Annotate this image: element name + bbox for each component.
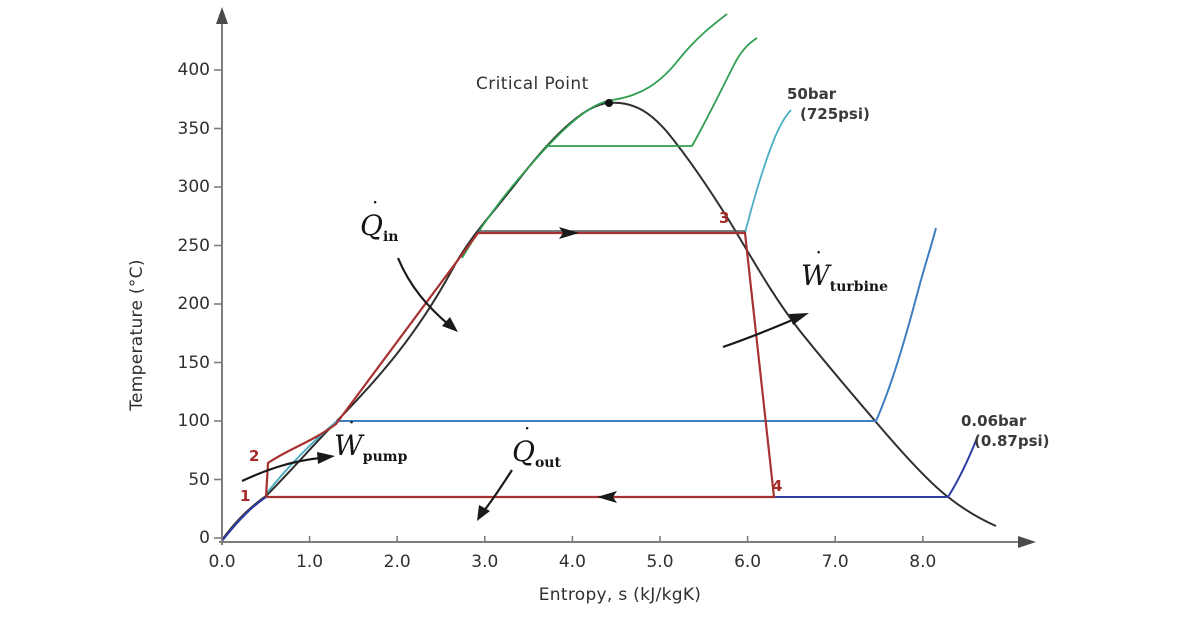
x-tick-label: 7.0 bbox=[821, 552, 849, 572]
y-tick-label: 100 bbox=[177, 411, 210, 431]
qout-arrowhead bbox=[477, 505, 490, 521]
green-isobar-b bbox=[545, 37, 758, 147]
wpump-arrowhead bbox=[317, 452, 335, 464]
boiler-flow-arrowhead bbox=[559, 227, 579, 239]
overdot: ˙ bbox=[521, 425, 533, 450]
y-tick-label: 200 bbox=[177, 294, 210, 314]
state-point-4: 4 bbox=[772, 477, 783, 495]
wturbine-arrowhead bbox=[789, 313, 809, 325]
critical-point-label: Critical Point bbox=[476, 74, 589, 94]
y-tick-label: 250 bbox=[177, 235, 210, 256]
w-turbine-label: ˙ Wturbine bbox=[801, 249, 888, 296]
isobar-label-006bar-line1: 0.06bar bbox=[961, 412, 1027, 430]
y-tick-label: 350 bbox=[177, 118, 210, 139]
y-axis-title: Temperature (°C) bbox=[127, 259, 147, 411]
x-axis-arrowhead bbox=[1018, 536, 1036, 548]
isobar-label-50bar-line1: 50bar bbox=[787, 85, 837, 103]
isobar-label-50bar-line2: (725psi) bbox=[800, 105, 870, 123]
qin-arrow bbox=[396, 257, 450, 326]
state-point-1: 1 bbox=[240, 487, 251, 505]
q-out-label: ˙ Qout bbox=[512, 425, 561, 472]
x-tick-label: 4.0 bbox=[558, 552, 586, 572]
x-tick-label: 6.0 bbox=[734, 552, 762, 572]
saturation-dome-curve bbox=[221, 101, 997, 541]
wturbine-arrow bbox=[722, 316, 798, 349]
wpump-arrow bbox=[241, 456, 321, 482]
condenser-flow-arrowhead bbox=[597, 491, 617, 503]
y-tick-label: 50 bbox=[188, 469, 210, 490]
w-pump-label: ˙ Wpump bbox=[334, 419, 408, 466]
isobar-label-006bar: 0.06bar (0.87psi) bbox=[961, 411, 1050, 451]
y-axis-arrowhead bbox=[216, 7, 228, 24]
overdot: ˙ bbox=[346, 419, 358, 444]
isobar-label-006bar-line2: (0.87psi) bbox=[974, 432, 1050, 450]
y-tick-label: 400 bbox=[177, 60, 210, 80]
x-tick-label: 2.0 bbox=[383, 552, 411, 572]
isobar-label-50bar: 50bar (725psi) bbox=[787, 84, 870, 124]
state-point-2: 2 bbox=[249, 447, 260, 465]
x-tick-label: 3.0 bbox=[471, 552, 499, 572]
overdot: ˙ bbox=[369, 199, 381, 224]
navy-006bar-isobar bbox=[221, 437, 978, 542]
qin-arrowhead bbox=[442, 317, 458, 332]
y-tick-label: 300 bbox=[177, 177, 210, 197]
y-tick-label: 150 bbox=[177, 352, 210, 373]
blue-atmospheric-isobar bbox=[336, 227, 937, 422]
y-tick-label: 0 bbox=[199, 528, 210, 548]
critical-point-dot bbox=[605, 99, 613, 107]
state-point-3: 3 bbox=[719, 209, 730, 227]
q-in-label: ˙ Qin bbox=[360, 199, 399, 246]
x-tick-label: 1.0 bbox=[296, 552, 324, 572]
x-axis-title: Entropy, s (kJ/kgK) bbox=[538, 585, 702, 605]
x-tick-label: 5.0 bbox=[646, 552, 674, 572]
qout-arrow bbox=[482, 469, 513, 513]
x-tick-label: 0.0 bbox=[208, 552, 236, 572]
x-tick-label: 8.0 bbox=[909, 552, 937, 572]
cyan-50bar-superheat bbox=[744, 109, 792, 234]
green-isobar-a bbox=[461, 13, 728, 259]
overdot: ˙ bbox=[813, 249, 825, 274]
